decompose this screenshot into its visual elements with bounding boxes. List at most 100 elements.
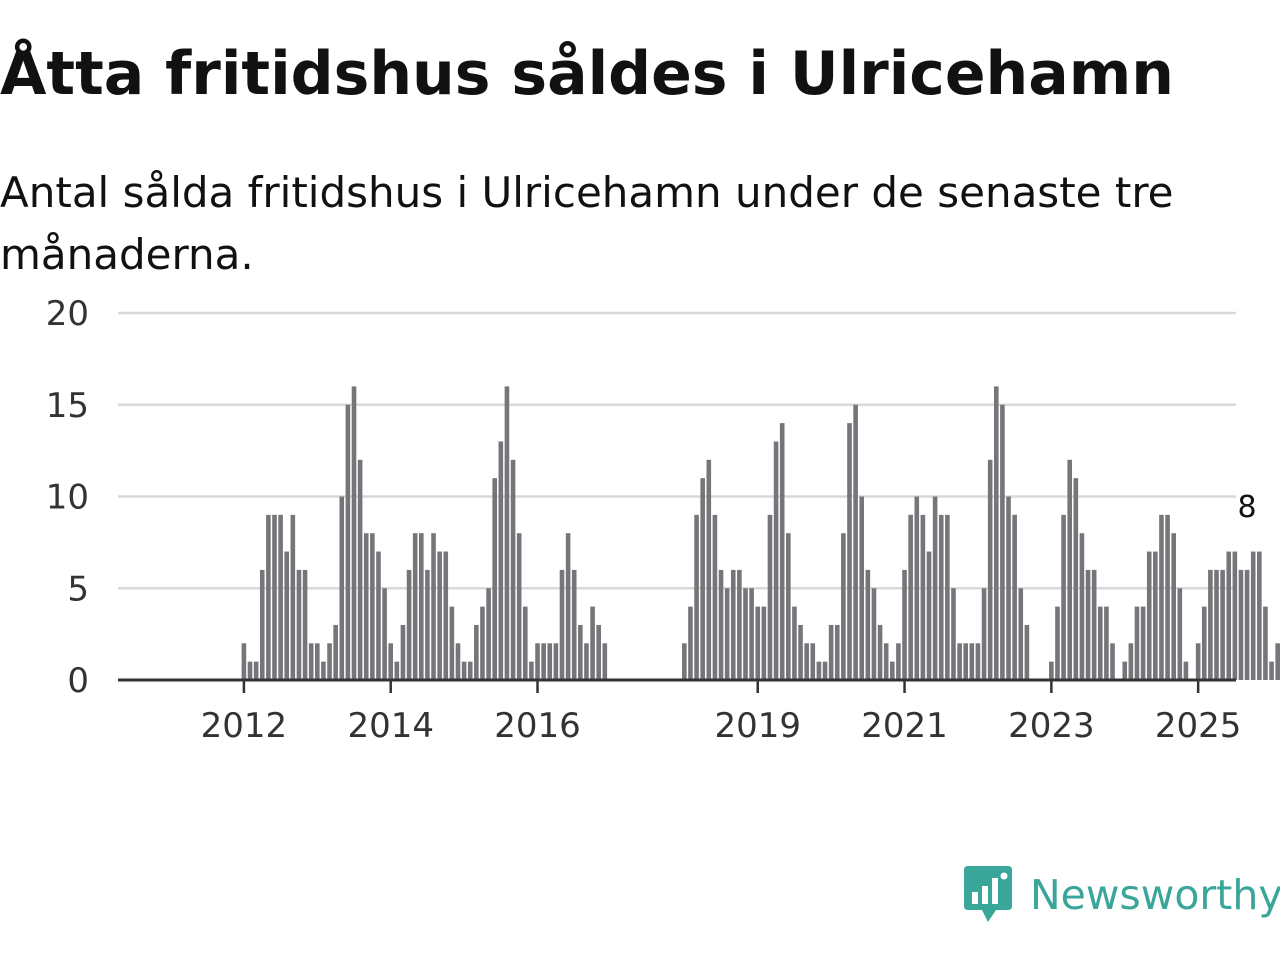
bar	[1104, 606, 1109, 680]
bars	[241, 386, 1280, 680]
bar	[412, 533, 418, 680]
bar	[559, 569, 565, 680]
bar	[926, 551, 932, 680]
x-tick-label: 2016	[494, 706, 581, 746]
bar	[400, 624, 406, 680]
y-tick-label: 20	[46, 294, 89, 334]
bar	[529, 661, 534, 680]
bar	[718, 569, 724, 680]
y-tick-label: 15	[46, 386, 89, 426]
bar	[241, 643, 247, 680]
bar	[1257, 551, 1262, 680]
bar	[773, 441, 779, 680]
bar	[308, 643, 314, 680]
bar	[828, 624, 834, 680]
bar	[351, 386, 357, 680]
bar	[553, 643, 559, 680]
bar	[938, 514, 944, 680]
bar	[1220, 569, 1225, 680]
bar	[767, 514, 773, 680]
bar	[896, 643, 901, 680]
bar	[1214, 569, 1219, 680]
bar	[571, 569, 577, 680]
bar	[945, 514, 950, 680]
bar	[1146, 551, 1152, 680]
bar	[1018, 588, 1024, 680]
bar	[957, 643, 962, 680]
bar	[394, 661, 400, 680]
bar	[339, 496, 345, 680]
bar	[792, 606, 797, 680]
bar	[590, 606, 595, 680]
bar	[510, 459, 516, 680]
bar	[1073, 478, 1079, 680]
bar-chart: 0 5 10 15 20 2012 2014 2016 2019 2021 2023 2025 8	[46, 294, 1280, 746]
bar	[834, 624, 840, 680]
bar	[596, 624, 601, 680]
bar	[1177, 588, 1183, 680]
bar	[327, 643, 332, 680]
bar	[272, 514, 277, 680]
bar	[749, 588, 754, 680]
bar	[859, 496, 865, 680]
bar	[565, 533, 571, 680]
bar	[730, 569, 736, 680]
bar	[602, 643, 608, 680]
bar	[455, 643, 461, 680]
bar	[535, 643, 540, 680]
bar	[1269, 661, 1274, 680]
bar	[516, 533, 522, 680]
bar	[541, 643, 546, 680]
bar	[345, 404, 351, 680]
bar	[278, 514, 283, 680]
bar	[247, 661, 253, 680]
bar	[877, 624, 883, 680]
bar	[437, 551, 442, 680]
bar	[883, 643, 889, 680]
bar	[1165, 514, 1170, 680]
bar	[1226, 551, 1232, 680]
bar	[798, 624, 803, 680]
bar	[1263, 606, 1268, 680]
bar	[406, 569, 412, 680]
bar	[682, 643, 687, 680]
y-axis-labels: 0 5 10 15 20	[46, 294, 89, 701]
x-tick-label: 2021	[861, 706, 948, 746]
bar	[1140, 606, 1146, 680]
chart-subtitle: Antal sålda fritidshus i Ulricehamn unde…	[0, 168, 1174, 279]
bar	[908, 514, 913, 680]
bar	[847, 423, 852, 680]
bar	[480, 606, 485, 680]
bar	[987, 459, 993, 680]
bar	[969, 643, 975, 680]
bar	[761, 606, 767, 680]
bar	[1085, 569, 1091, 680]
bar	[1128, 643, 1134, 680]
bar	[504, 386, 510, 680]
bar	[1024, 624, 1030, 680]
bar	[290, 514, 296, 680]
bar	[370, 533, 375, 680]
newsworthy-logo-icon	[964, 866, 1012, 922]
bar	[914, 496, 920, 680]
bar	[522, 606, 528, 680]
bar	[1250, 551, 1256, 680]
y-tick-label: 5	[67, 569, 89, 609]
bar	[259, 569, 265, 680]
bar	[841, 533, 846, 680]
bar	[461, 661, 467, 680]
bar	[474, 624, 479, 680]
bar	[333, 624, 338, 680]
y-tick-label: 10	[46, 478, 89, 518]
bar	[810, 643, 816, 680]
bar	[363, 533, 369, 680]
bar	[853, 404, 858, 680]
bar	[981, 588, 987, 680]
bar	[1006, 496, 1011, 680]
bar	[951, 588, 956, 680]
bar	[296, 569, 302, 680]
bar	[418, 533, 424, 680]
x-tick-label: 2014	[347, 706, 434, 746]
bar	[779, 423, 785, 680]
bar	[755, 606, 761, 680]
